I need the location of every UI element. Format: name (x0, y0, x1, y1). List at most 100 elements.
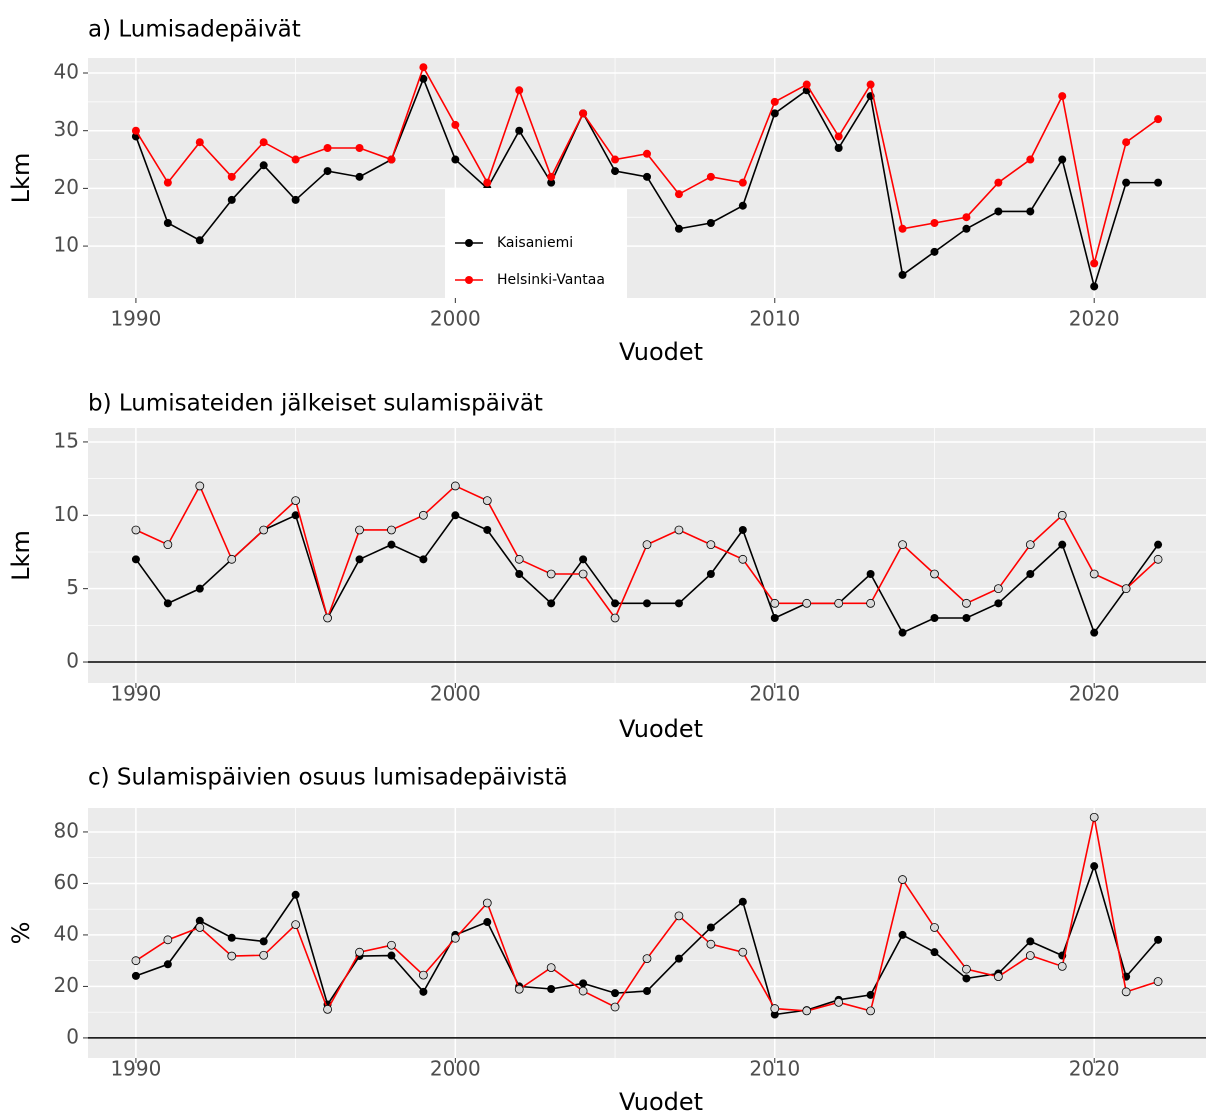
data-point (1057, 961, 1067, 971)
data-point (866, 80, 875, 89)
panel-title: c) Sulamispäivien osuus lumisadepäivistä (88, 765, 568, 791)
data-point (770, 614, 779, 623)
data-point (227, 172, 236, 181)
legend-label: Helsinki-Vantaa (497, 272, 605, 288)
data-point (163, 960, 172, 969)
data-point (163, 219, 172, 227)
data-point (323, 613, 332, 623)
data-point (291, 511, 300, 520)
data-point (482, 898, 492, 908)
data-point (1058, 92, 1067, 101)
data-point (930, 569, 939, 579)
data-point (515, 86, 524, 95)
x-axis-label: Vuodet (619, 338, 703, 366)
plot-background (88, 808, 1206, 1058)
data-point (674, 599, 683, 608)
data-point (291, 496, 301, 506)
data-point (898, 540, 907, 550)
data-point (131, 956, 141, 966)
data-point (195, 923, 205, 932)
x-tick-label: 2020 (1069, 682, 1120, 706)
data-point (962, 614, 971, 623)
data-point (419, 987, 428, 996)
data-point (642, 540, 652, 550)
data-point (738, 201, 747, 210)
y-tick-label: 0 (66, 649, 79, 673)
legend-marker (465, 276, 473, 284)
data-point (930, 247, 939, 256)
data-point (547, 984, 556, 993)
data-point (1090, 628, 1099, 637)
data-point (898, 930, 907, 939)
data-point (514, 984, 524, 994)
data-point (866, 598, 875, 608)
data-point (962, 224, 971, 233)
y-tick-label: 20 (54, 175, 79, 199)
data-point (611, 155, 620, 164)
data-point (770, 1010, 779, 1019)
data-point (227, 554, 237, 564)
data-point (483, 178, 492, 187)
y-tick-label: 0 (66, 1024, 79, 1048)
data-point (578, 986, 588, 996)
data-point (1026, 155, 1035, 164)
data-point (962, 964, 971, 974)
y-axis-label: % (7, 922, 35, 945)
data-point (611, 989, 620, 998)
data-point (1122, 178, 1131, 187)
x-tick-label: 1990 (110, 1057, 161, 1081)
data-point (738, 897, 747, 906)
data-point (1122, 138, 1131, 147)
data-point (291, 195, 300, 204)
data-point (643, 599, 651, 608)
data-point (419, 74, 428, 83)
data-point (770, 1004, 780, 1013)
data-point (930, 948, 939, 957)
data-point (163, 599, 172, 608)
data-point (355, 144, 364, 152)
y-tick-label: 40 (54, 60, 79, 84)
x-tick-label: 1990 (110, 307, 161, 331)
data-point (643, 987, 651, 996)
x-tick-label: 2010 (749, 682, 800, 706)
data-point (610, 613, 620, 623)
y-tick-label: 5 (66, 575, 79, 599)
data-point (611, 167, 620, 176)
data-point (1121, 987, 1131, 997)
data-point (866, 569, 875, 578)
data-point (706, 569, 715, 578)
data-point (1025, 540, 1035, 550)
data-point (770, 109, 779, 118)
data-point (802, 1006, 812, 1016)
data-point (578, 569, 588, 579)
data-point (994, 207, 1003, 216)
data-point (642, 954, 652, 964)
y-tick-label: 60 (54, 870, 79, 894)
data-point (451, 511, 460, 520)
data-point (770, 598, 780, 608)
data-point (451, 155, 460, 164)
data-point (227, 195, 236, 204)
data-point (706, 219, 715, 227)
y-axis-label: Lkm (7, 530, 35, 581)
data-point (962, 974, 971, 983)
data-point (483, 525, 492, 534)
data-point (355, 172, 364, 181)
data-point (994, 599, 1003, 608)
data-point (131, 555, 140, 564)
y-tick-label: 15 (54, 428, 79, 452)
data-point (674, 224, 683, 233)
data-point (738, 947, 748, 957)
y-tick-label: 30 (54, 117, 79, 141)
data-point (1026, 569, 1035, 578)
data-point (1090, 862, 1099, 871)
data-point (514, 554, 524, 564)
data-point (227, 933, 236, 942)
data-point (898, 628, 907, 637)
data-point (195, 236, 204, 245)
data-point (387, 951, 396, 960)
y-tick-label: 10 (54, 233, 79, 257)
data-point (355, 525, 364, 535)
data-point (834, 144, 843, 152)
data-point (1026, 207, 1035, 216)
